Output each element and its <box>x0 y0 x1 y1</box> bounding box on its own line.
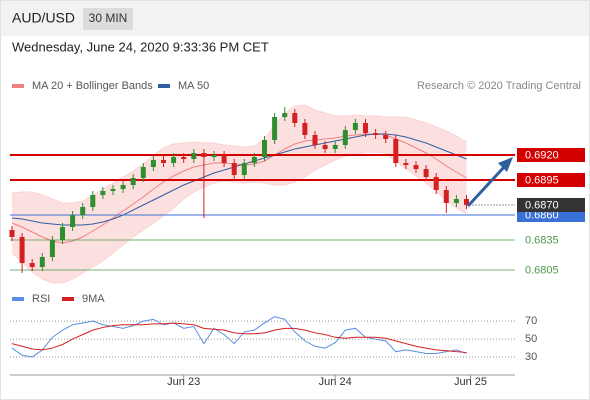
candle-body <box>120 185 126 189</box>
candle-body <box>383 135 389 139</box>
candle-body <box>19 237 25 263</box>
candle-body <box>363 123 368 133</box>
bollinger-upper <box>11 104 467 204</box>
timeframe: 30 MIN <box>89 11 128 25</box>
legend-label: RSI <box>32 293 50 305</box>
legend-label: MA 50 <box>178 80 209 92</box>
candle-body <box>110 189 116 191</box>
legend-label: MA 20 + Bollinger Bands <box>32 80 153 92</box>
level-label: 0.6895 <box>525 174 559 186</box>
credit: Research © 2020 Trading Central <box>417 80 581 92</box>
candle-body <box>373 133 379 135</box>
candle-body <box>241 163 247 175</box>
candle-body <box>453 199 459 203</box>
legend-swatch <box>12 297 24 301</box>
candle-body <box>231 163 237 175</box>
x-tick-label: Jun 25 <box>454 376 487 388</box>
legend-label: 9MA <box>82 293 105 305</box>
candle-body <box>443 190 449 203</box>
level-label: 0.6835 <box>525 234 559 246</box>
candle-body <box>171 157 177 163</box>
level-label: 0.6920 <box>525 149 559 161</box>
candle-body <box>161 160 166 163</box>
legend-swatch <box>12 84 24 88</box>
candle-body <box>49 240 55 257</box>
rsi-tick-label: 70 <box>525 315 537 327</box>
candle-body <box>413 165 419 169</box>
candle-body <box>302 123 308 135</box>
current-price-label: 0.6870 <box>525 199 559 211</box>
candle-body <box>201 153 207 157</box>
datetime: Wednesday, June 24, 2020 9:33:36 PM CET <box>12 39 269 54</box>
ma50-line <box>11 133 467 226</box>
candle-body <box>272 117 278 140</box>
candle-body <box>393 139 399 163</box>
candle-body <box>433 177 439 190</box>
candle-body <box>140 167 146 178</box>
legend-swatch <box>62 297 74 301</box>
candle-body <box>464 199 469 205</box>
candle-body <box>60 227 65 240</box>
candle-body <box>322 145 328 149</box>
candle-body <box>352 123 358 130</box>
rsi-tick-label: 30 <box>525 351 537 363</box>
timeframe-badge <box>83 8 133 30</box>
candle-body <box>423 169 429 177</box>
candle-body <box>150 160 156 167</box>
x-tick-label: Jun 23 <box>167 376 200 388</box>
level-label: 0.6860 <box>525 209 559 221</box>
candle-body <box>251 157 257 163</box>
level-label-box <box>517 148 585 162</box>
symbol: AUD/USD <box>12 10 75 26</box>
candle-body <box>181 157 187 159</box>
candle-body <box>70 215 76 227</box>
candle-body <box>292 113 298 123</box>
candle-body <box>29 263 35 267</box>
legend-swatch <box>158 84 170 88</box>
candle-body <box>80 207 86 215</box>
candle-body <box>39 257 45 267</box>
level-label-box <box>517 173 585 187</box>
candle-body <box>211 155 217 157</box>
candle-body <box>312 135 318 145</box>
level-label: 0.6805 <box>525 264 559 276</box>
arrow-head <box>498 157 513 172</box>
rsi-ma-line <box>11 322 467 354</box>
candle-body <box>100 191 106 195</box>
candle-body <box>403 163 409 165</box>
candle-body <box>9 230 15 237</box>
candle-body <box>262 140 267 157</box>
current-price-box <box>517 198 585 212</box>
x-tick-label: Jun 24 <box>319 376 352 388</box>
band-fill <box>12 105 467 283</box>
candle-body <box>221 155 227 163</box>
candle-body <box>191 153 197 159</box>
candle-body <box>130 178 136 185</box>
ma20-line <box>11 133 467 244</box>
candle-body <box>90 195 96 207</box>
candle-body <box>342 130 348 145</box>
candle-body <box>282 113 288 117</box>
rsi-tick-label: 50 <box>525 333 537 345</box>
arrow-shaft <box>466 164 507 208</box>
candle-body <box>332 145 338 149</box>
rsi-line <box>11 316 467 358</box>
